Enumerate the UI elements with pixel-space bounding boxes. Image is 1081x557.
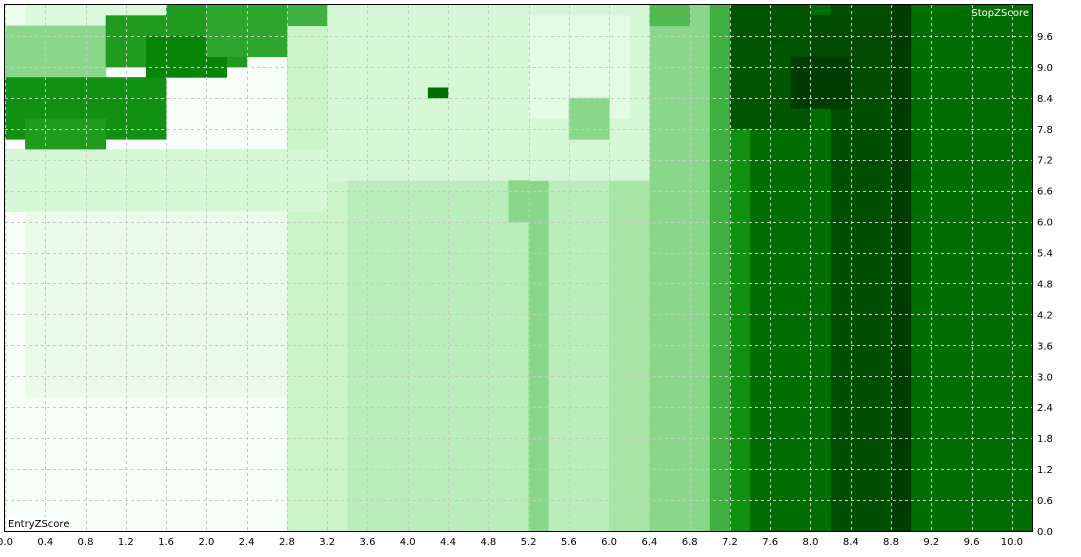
- x-tick-label: 8.0: [803, 537, 819, 548]
- x-tick-label: 7.2: [722, 537, 738, 548]
- y-tick-label: 8.4: [1037, 94, 1053, 105]
- x-tick-label: 3.2: [319, 537, 335, 548]
- heatmap-column: [911, 5, 1033, 532]
- x-tick-label: 5.2: [521, 537, 537, 548]
- x-tick-label: 4.0: [400, 537, 416, 548]
- x-tick-label: 0.0: [0, 537, 13, 548]
- y-tick-label: 6.6: [1037, 187, 1053, 198]
- heatmap-cell: [649, 5, 691, 27]
- grid-lines: [5, 5, 1032, 532]
- x-axis-ticks: 0.0 0.4 0.8 1.2 1.6 2.0 2.4 2.8 3.2 3.6 4.0 4.4 4.8 5…: [0, 537, 1023, 548]
- y-axis-label: StopZScore: [971, 8, 1029, 19]
- y-tick-label: 1.2: [1037, 465, 1053, 476]
- y-tick-label: 6.0: [1037, 218, 1053, 229]
- x-tick-label: 4.8: [480, 537, 496, 548]
- heatmap-cell: [5, 25, 107, 78]
- heatmap-cell: [206, 5, 288, 58]
- heatmap-column: [649, 5, 711, 532]
- y-tick-label: 2.4: [1037, 403, 1053, 414]
- x-tick-label: 1.2: [118, 537, 134, 548]
- y-tick-label: 3.6: [1037, 341, 1053, 352]
- x-tick-label: 4.4: [440, 537, 456, 548]
- heatmap-cell: [25, 211, 288, 398]
- x-tick-label: 8.4: [843, 537, 859, 548]
- y-tick-label: 9.0: [1037, 63, 1053, 74]
- heatmap-cell: [790, 56, 852, 109]
- x-tick-label: 6.4: [641, 537, 657, 548]
- y-tick-label: 7.2: [1037, 156, 1053, 167]
- heatmap-cell: [508, 180, 529, 223]
- y-tick-label: 5.4: [1037, 249, 1053, 260]
- heatmap-cell: [568, 97, 610, 140]
- y-tick-label: 4.2: [1037, 310, 1053, 321]
- y-tick-label: 3.0: [1037, 372, 1053, 383]
- x-tick-label: 2.0: [198, 537, 214, 548]
- x-tick-label: 6.0: [601, 537, 617, 548]
- heatmap-cells: [5, 5, 1033, 532]
- x-tick-label: 0.8: [78, 537, 94, 548]
- x-tick-label: 7.6: [762, 537, 778, 548]
- heatmap-column: [891, 5, 912, 532]
- y-tick-label: 1.8: [1037, 434, 1053, 445]
- x-tick-label: 1.6: [158, 537, 174, 548]
- heatmap-cell: [427, 87, 449, 99]
- heatmap-column: [729, 5, 751, 532]
- x-tick-label: 9.6: [964, 537, 980, 548]
- x-tick-label: 6.8: [682, 537, 698, 548]
- x-tick-label: 3.6: [360, 537, 376, 548]
- x-tick-label: 10.0: [1001, 537, 1023, 548]
- y-tick-label: 0.0: [1037, 527, 1053, 538]
- y-tick-label: 0.6: [1037, 496, 1053, 507]
- x-axis-label-bg: [6, 517, 62, 530]
- y-axis-ticks: 0.0 0.6 1.2 1.8 2.4 3.0 3.6 4.2 4.8 5.4 6.0 6.6 7.2 7…: [1037, 32, 1053, 538]
- x-axis-label: EntryZScore: [8, 519, 69, 530]
- y-tick-label: 9.6: [1037, 32, 1053, 43]
- x-tick-label: 2.4: [239, 537, 255, 548]
- heatmap-cell: [5, 5, 26, 27]
- x-tick-label: 8.8: [883, 537, 899, 548]
- y-tick-label: 7.8: [1037, 125, 1053, 136]
- x-tick-label: 5.6: [561, 537, 577, 548]
- x-tick-label: 2.8: [279, 537, 295, 548]
- heatmap-column: [709, 5, 731, 532]
- x-tick-label: 9.2: [923, 537, 939, 548]
- x-tick-label: 0.4: [37, 537, 53, 548]
- plot-frame: [4, 4, 1033, 532]
- y-tick-label: 4.8: [1037, 280, 1053, 291]
